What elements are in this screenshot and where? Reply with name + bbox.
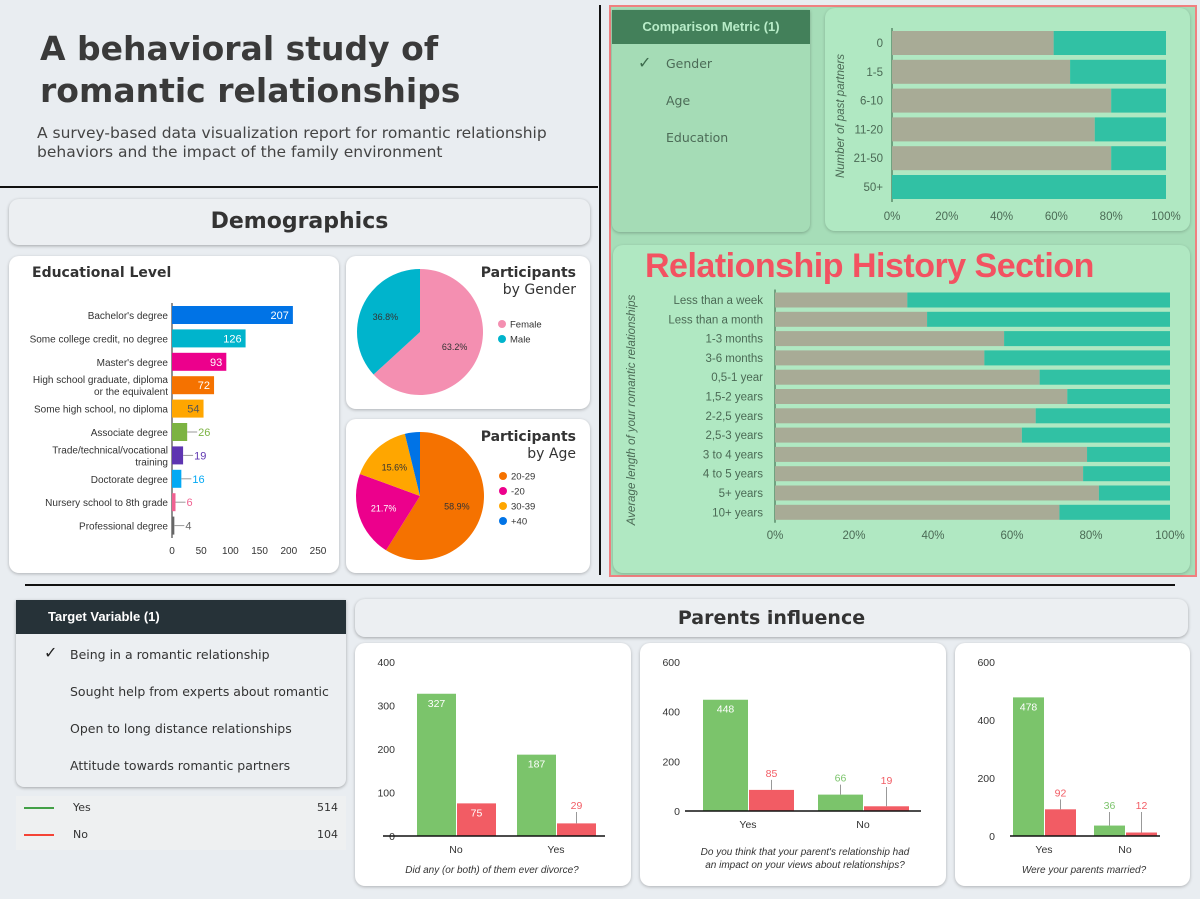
option-long-distance[interactable]: Open to long distance relationships bbox=[70, 721, 292, 736]
page-title: A behavioral study of romantic relations… bbox=[40, 29, 461, 110]
check-icon: ✓ bbox=[44, 643, 58, 662]
chart-subtitle: by Age bbox=[527, 446, 576, 462]
chart-subtitle: by Gender bbox=[502, 282, 576, 298]
comparison-metric-selector: Comparison Metric (1) ✓ Gender Age Educa… bbox=[612, 10, 810, 232]
chart-title: Educational Level bbox=[32, 265, 172, 281]
parents-influence-header: Parents influence bbox=[355, 599, 1188, 637]
married-card bbox=[955, 643, 1190, 886]
legend-value: 104 bbox=[317, 828, 338, 841]
divider bbox=[599, 5, 601, 575]
legend-line-no bbox=[24, 834, 54, 836]
chart-title: Participants bbox=[480, 429, 576, 445]
section-label: Relationship History Section bbox=[645, 247, 1094, 285]
option-romantic-relationship[interactable]: Being in a romantic relationship bbox=[70, 647, 270, 662]
check-icon: ✓ bbox=[638, 53, 652, 72]
divider bbox=[25, 584, 1175, 586]
gender-card: Participants by Gender bbox=[346, 256, 590, 409]
target-variable-title: Target Variable (1) bbox=[16, 600, 346, 634]
target-legend: Yes 514 No 104 bbox=[16, 796, 346, 850]
demographics-header: Demographics bbox=[9, 199, 590, 245]
legend-label: No bbox=[73, 828, 88, 841]
target-variable-selector: Target Variable (1) ✓ Being in a romanti… bbox=[16, 600, 346, 787]
comparison-metric-title: Comparison Metric (1) bbox=[612, 10, 810, 44]
chart-title: Participants bbox=[480, 265, 576, 281]
option-education[interactable]: Education bbox=[666, 130, 729, 145]
page-subtitle: A survey-based data visualization report… bbox=[37, 124, 547, 161]
age-card: Participants by Age bbox=[346, 419, 590, 573]
option-gender[interactable]: Gender bbox=[666, 56, 713, 71]
relationship-length-card bbox=[613, 245, 1190, 573]
impact-card bbox=[640, 643, 946, 886]
legend-value: 514 bbox=[317, 801, 338, 814]
option-attitude[interactable]: Attitude towards romantic partners bbox=[70, 758, 291, 773]
past-partners-card bbox=[825, 8, 1190, 231]
option-sought-help[interactable]: Sought help from experts about romantic bbox=[70, 684, 329, 699]
divorce-card bbox=[355, 643, 631, 886]
legend-line-yes bbox=[24, 807, 54, 809]
legend-label: Yes bbox=[73, 801, 91, 814]
divider bbox=[0, 186, 598, 188]
option-age[interactable]: Age bbox=[666, 93, 691, 108]
education-card: Educational Level bbox=[9, 256, 339, 573]
